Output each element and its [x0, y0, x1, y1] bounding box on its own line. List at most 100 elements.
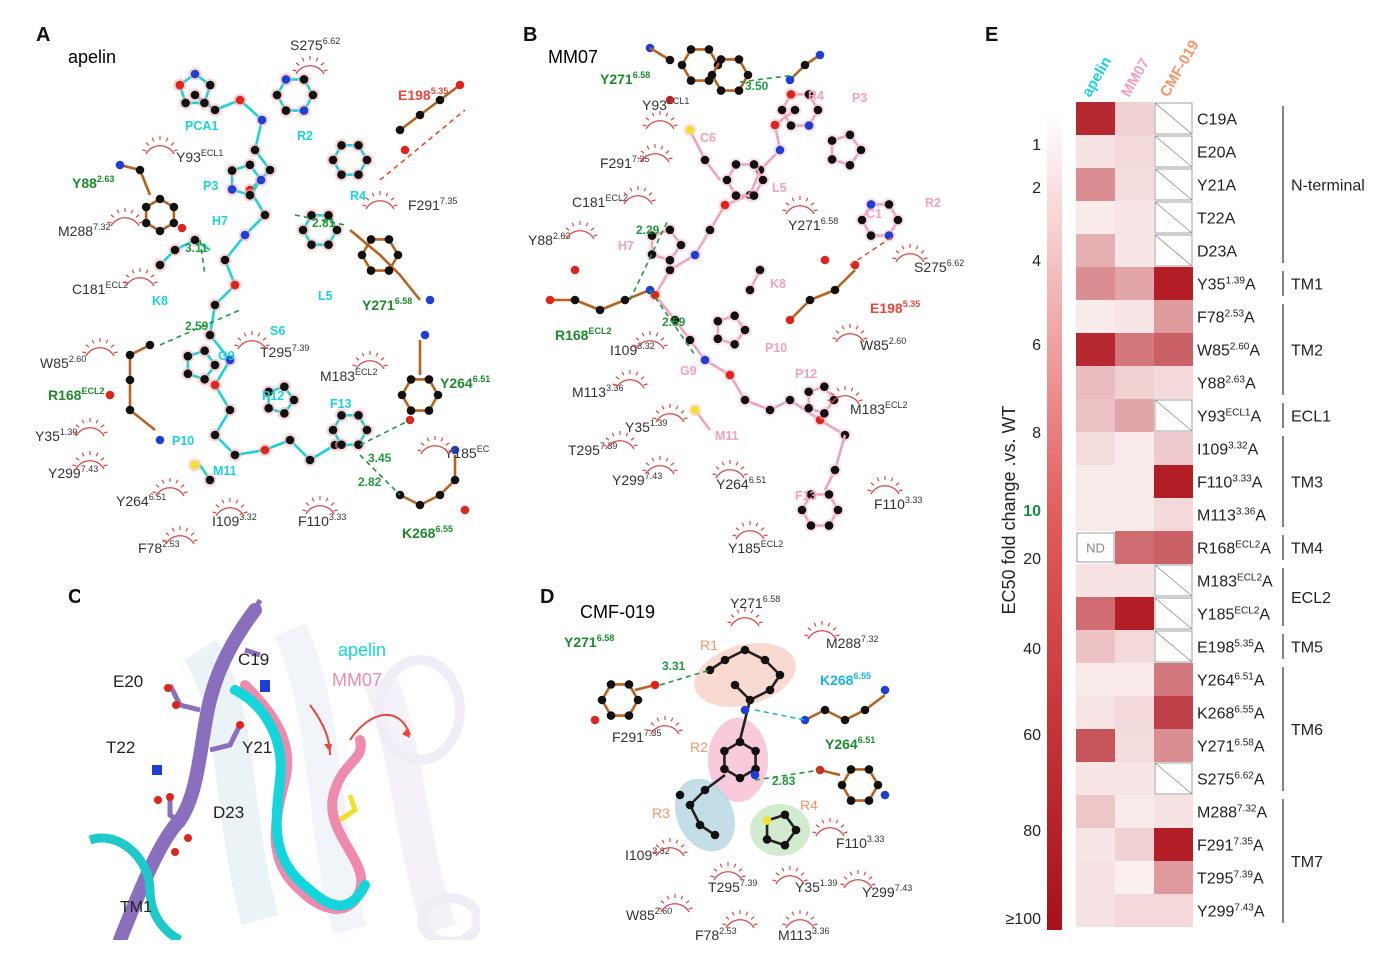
heatmap-cell — [1115, 729, 1154, 762]
heatmap-cell — [1154, 828, 1193, 861]
heatmap-cell — [1076, 102, 1115, 135]
panel-b-residues: Y2716.58 Y93ECL1 F2917.35 C181ECL2 Y882.63 Y2… — [528, 70, 964, 556]
cmf-group-r1: R1 — [700, 637, 718, 653]
heatmap-cell — [1154, 531, 1193, 564]
row-label-y299-7-43a: Y2997.43A — [1197, 903, 1265, 921]
hydrophobic-arc-b-6 — [892, 244, 928, 263]
heatmap-cell — [1115, 267, 1154, 300]
hydrophobic-arc-a-5 — [107, 208, 143, 227]
hydrophobic-arc-d-0 — [727, 608, 763, 627]
ligand-title-mm07: MM07 — [548, 47, 598, 67]
heatmap-cell — [1076, 168, 1115, 201]
colorbar-tick-100: ≥100 — [1006, 911, 1042, 928]
heatmap-cell — [1076, 795, 1115, 828]
apelin-res-r4: R4 — [350, 189, 366, 203]
panel-d-residues: Y2716.58 Y2716.58 M2887.32 K2686.55 F2917.35… — [564, 594, 912, 943]
row-label-y93-ecl1a: Y93ECL1A — [1197, 408, 1261, 426]
residue-d-f78-12: F782.53 — [695, 926, 737, 943]
group-label-tm4: TM4 — [1291, 541, 1323, 558]
hydrophobic-arc-b-3 — [620, 186, 656, 205]
mm07-res-p3: P3 — [852, 91, 867, 105]
residue-b-y88-4: Y882.63 — [528, 231, 570, 248]
residue-d-y299-10: Y2997.43 — [862, 883, 912, 900]
hydrophobic-arc-d-8 — [710, 862, 746, 881]
heatmap-cell — [1076, 663, 1115, 696]
residue-b-i109-9: I1093.32 — [610, 341, 655, 358]
row-label-r168-ecl2a: R168ECL2A — [1197, 540, 1271, 558]
heatmap-column-headers: apelin MM07 CMF-019 — [1079, 40, 1203, 100]
panel-a-residues: S2756.62 E1985.35 Y93ECL1 Y882.63 F2917.35 M2… — [35, 36, 490, 556]
heatmap-cell — [1115, 300, 1154, 333]
row-label-f110-3-33a: F1103.33A — [1197, 474, 1263, 492]
side-chains — [152, 598, 270, 856]
colorbar-axis-label: EC50 fold change .vs. WT — [999, 405, 1019, 614]
residue-a-f291-4: F2917.35 — [408, 196, 457, 213]
cell-empty-diagonal — [1154, 201, 1193, 234]
heatmap-cell — [1076, 465, 1115, 498]
distance-a-1: 2.81 — [312, 216, 336, 230]
heatmap-cell — [1154, 498, 1193, 531]
hydrophobic-arc-b-17 — [867, 476, 903, 495]
apelin-res-p3: P3 — [203, 179, 218, 193]
distance-d-1: 3.31 — [662, 659, 686, 673]
residue-d-f291-4: F2917.35 — [612, 728, 661, 745]
mm07-res-c1: C1 — [866, 207, 882, 221]
heatmap-cell — [1154, 300, 1193, 333]
heatmap-cell — [1076, 267, 1115, 300]
heatmap-group-brackets: N-terminal TM1 TM2 ECL1 TM3 TM4 ECL2 TM5 TM6 TM7 — [1282, 106, 1365, 923]
hydrophobic-arc-a-8 — [82, 338, 118, 357]
colorbar-tick-20: 20 — [1023, 551, 1041, 568]
residue-a-y264-12: Y2646.51 — [440, 374, 490, 391]
residue-a-y271-7: Y2716.58 — [362, 296, 412, 313]
hydrophobic-arc-b-1 — [642, 111, 678, 130]
distance-d-2: 2.83 — [772, 774, 796, 788]
residue-a-m288-5: M2887.32 — [58, 222, 111, 239]
mm07-res-p10: P10 — [765, 341, 787, 355]
distance-b-3: 2.59 — [662, 315, 686, 329]
label-d23: D23 — [213, 803, 244, 822]
residue-b-m183-12: M183ECL2 — [850, 400, 908, 417]
heatmap-cell — [1115, 399, 1154, 432]
hydrophobic-arc-d-4 — [647, 716, 683, 735]
row-label-y88-2-63a: Y882.63A — [1197, 375, 1256, 393]
hydrophobic-arc-d-11 — [657, 894, 693, 913]
cell-empty-diagonal — [1154, 564, 1193, 597]
hydrophobic-arc-a-10 — [352, 351, 388, 370]
heatmap-row-labels: C19A E20A Y21A T22A D23A Y351.39A F782.53A W852… — [1197, 112, 1273, 921]
heatmap-cell — [1115, 366, 1154, 399]
hydrophobic-arc-b-5 — [782, 196, 818, 215]
row-label-y264-6-51a: Y2646.51A — [1197, 672, 1265, 690]
hbond-a-2 — [199, 239, 206, 276]
distance-a-3: 2.59 — [185, 319, 209, 333]
apelin-ligand-structure: PCA1 R2 P3 H7 R4 K8 L5 S6 G9 P12 F13 P10 M11 2.81 3.11… — [105, 67, 470, 515]
cell-nd — [1076, 532, 1115, 563]
heatmap-cell — [1076, 498, 1115, 531]
hydrophobic-arc-b-4 — [562, 221, 598, 240]
cmf-group-r3: R3 — [652, 805, 670, 821]
red-arrow-head-2 — [402, 728, 410, 738]
distance-b-1: 3.50 — [745, 79, 769, 93]
distance-a-5: 2.82 — [358, 475, 382, 489]
panel-label-c: C — [68, 586, 83, 608]
row-label-m113-3-36a: M1133.36A — [1197, 507, 1266, 525]
panel-label-b: B — [523, 24, 538, 46]
mm07-res-r2: R2 — [925, 196, 941, 210]
group-label-ecl2: ECL2 — [1291, 590, 1331, 607]
colorbar-tick-8: 8 — [1032, 425, 1041, 442]
residue-a-r168-11: R168ECL2 — [48, 386, 104, 403]
heatmap-cell — [1115, 234, 1154, 267]
apelin-res-h7: H7 — [212, 214, 228, 228]
heatmap-cells: ND — [1076, 102, 1193, 927]
panel-label-a: A — [36, 24, 51, 46]
heatmap-cell — [1076, 399, 1115, 432]
heatmap-cell — [1076, 201, 1115, 234]
row-label-f78-2-53a: F782.53A — [1197, 309, 1255, 327]
colorbar-tick-10: 10 — [1023, 503, 1041, 520]
column-header-mm07: MM07 — [1118, 55, 1154, 100]
hbond-b-2 — [629, 219, 669, 301]
residue-d-t295-8: T2957.39 — [708, 878, 757, 895]
row-label-e198-5-35a: E1985.35A — [1197, 639, 1265, 657]
group-r3-region — [674, 778, 736, 852]
residue-b-y299-15: Y2997.43 — [612, 471, 662, 488]
heatmap-cell — [1115, 894, 1154, 927]
